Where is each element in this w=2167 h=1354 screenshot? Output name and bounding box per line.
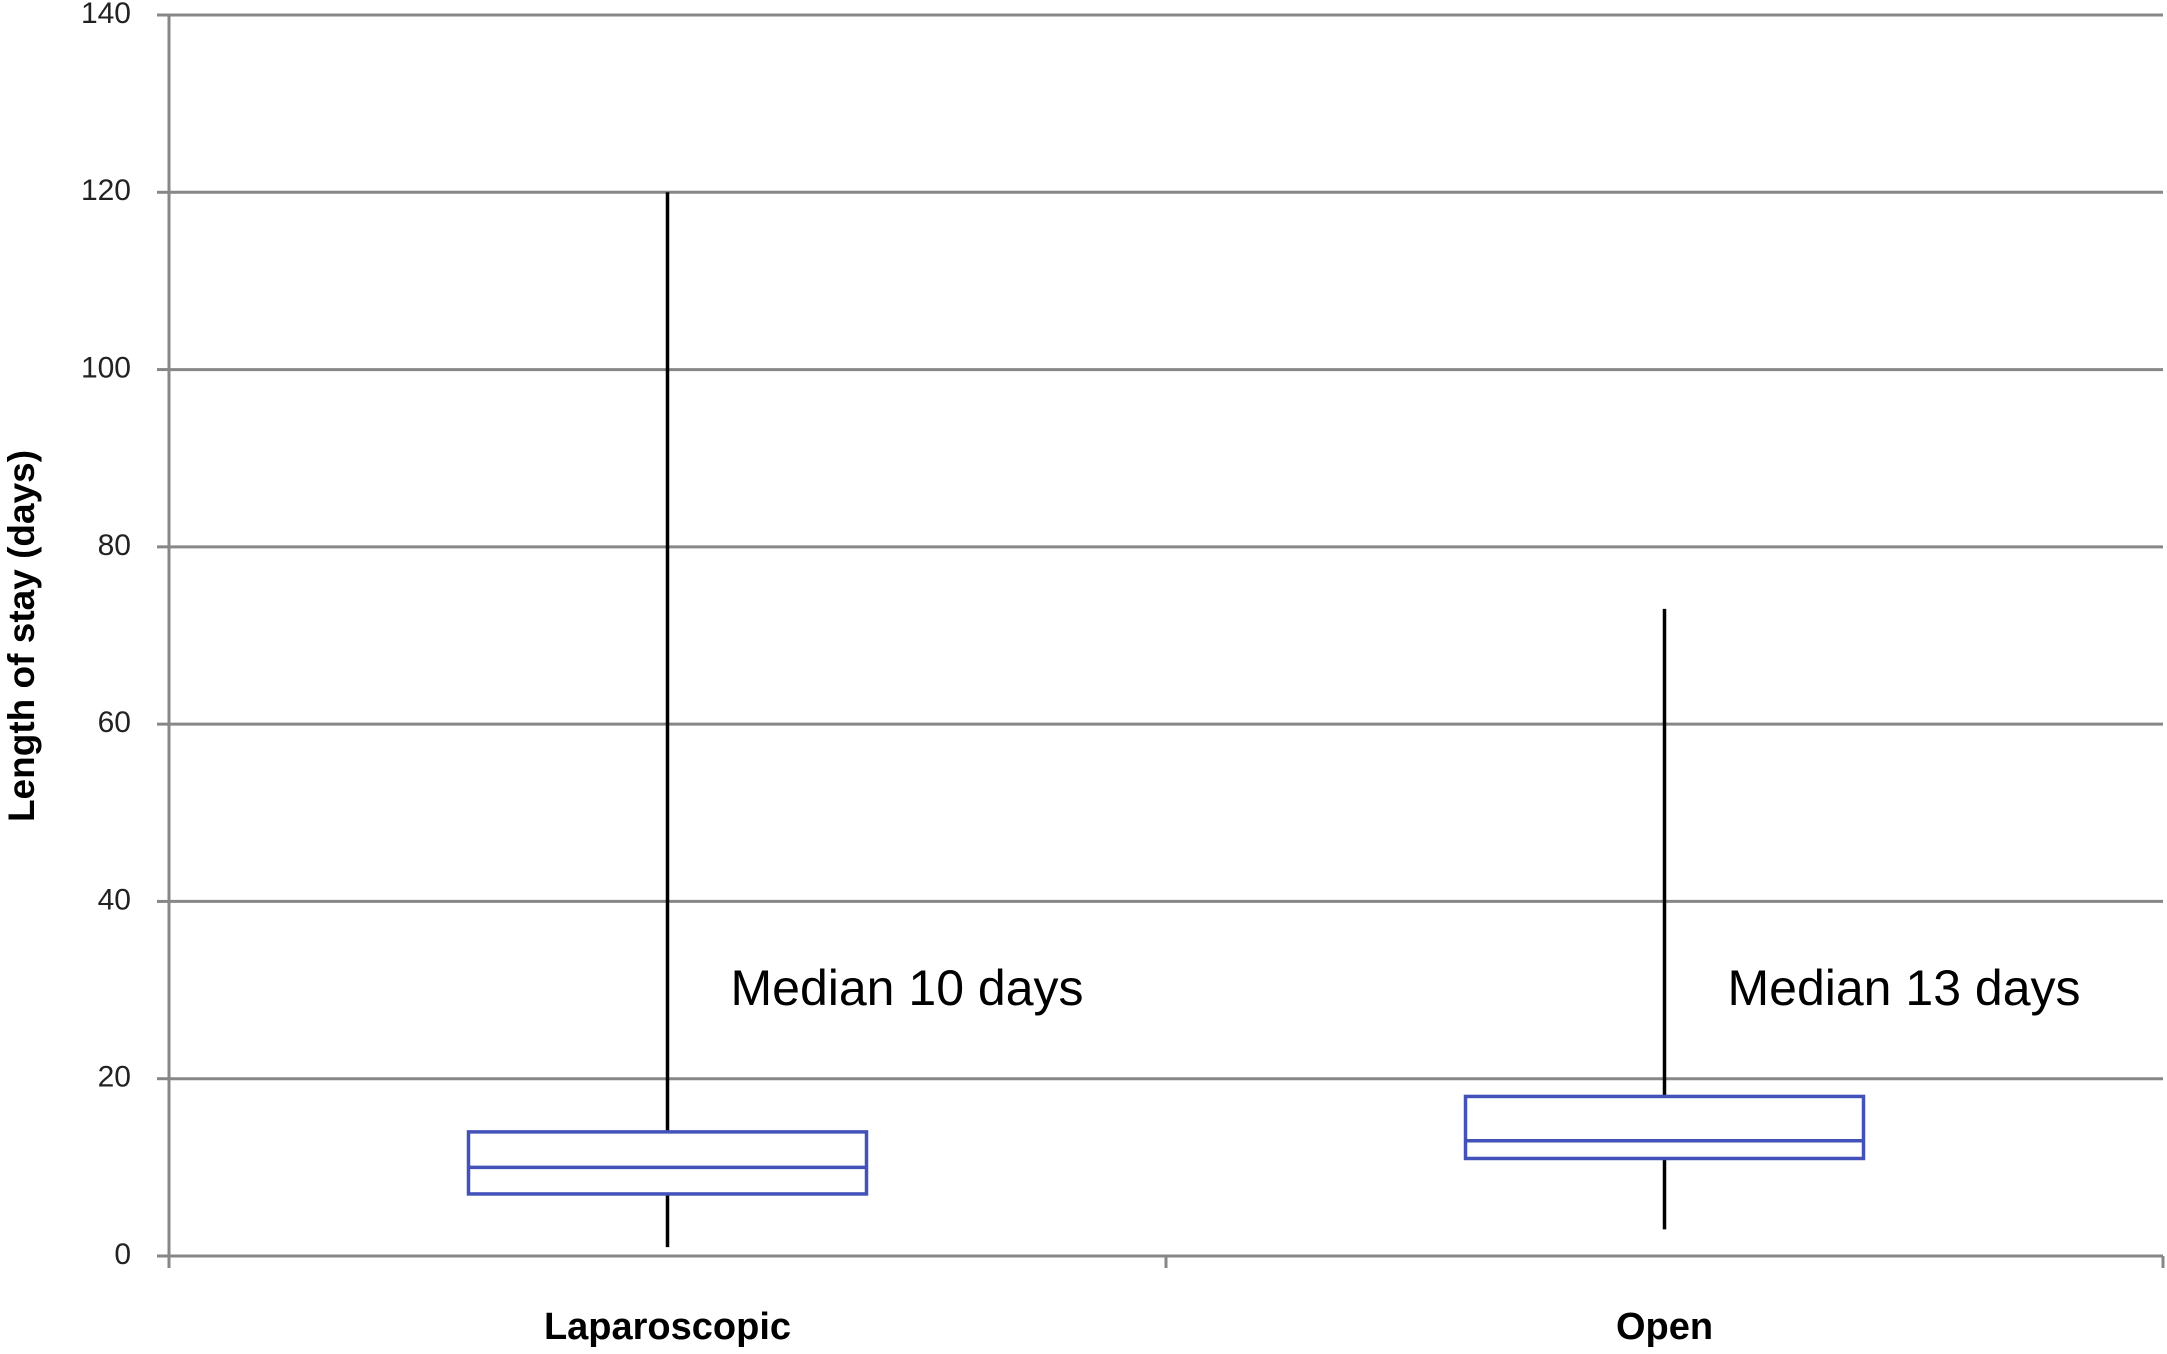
y-tick-label: 140 [81,0,131,30]
annotation: Median 13 days [1728,960,2081,1016]
annotation: Median 10 days [731,960,1084,1016]
y-tick-label: 20 [98,1061,131,1094]
y-tick-label: 120 [81,174,131,207]
y-tick-label: 80 [98,529,131,562]
y-tick-label: 60 [98,706,131,739]
box [1463,1094,1866,1161]
x-tick-label: Laparoscopic [544,1306,791,1348]
y-tick-label: 40 [98,883,131,916]
y-tick-label: 100 [81,351,131,384]
box [466,1130,869,1196]
y-axis-label: Length of stay (days) [1,450,42,822]
y-tick-label: 0 [114,1238,131,1271]
x-tick-label: Open [1616,1306,1713,1348]
